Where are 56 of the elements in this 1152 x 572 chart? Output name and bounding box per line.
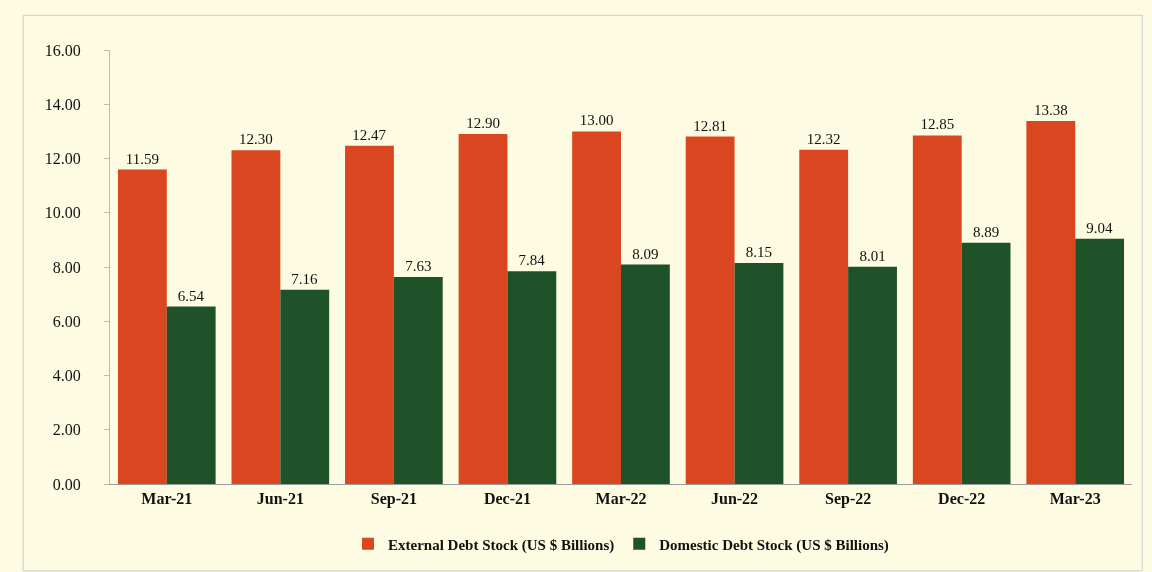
data-label: 8.89 <box>972 223 1000 240</box>
bar <box>572 131 621 484</box>
data-label: 9.04 <box>1086 219 1114 236</box>
data-label: 13.38 <box>1033 102 1068 119</box>
data-label: 13.00 <box>579 112 614 129</box>
data-label: 8.15 <box>745 243 773 260</box>
legend-label: Domestic Debt Stock (US $ Billions) <box>659 536 889 554</box>
y-tick-label: 14.00 <box>44 95 81 113</box>
x-tick-label: Jun-21 <box>256 490 304 508</box>
bar <box>507 271 557 484</box>
x-tick-label: Sep-22 <box>824 490 872 509</box>
y-tick-label: 10.00 <box>44 204 81 222</box>
data-label: 12.85 <box>920 116 955 133</box>
data-label: 8.09 <box>632 245 659 262</box>
x-tick-label: Dec-22 <box>938 490 986 508</box>
y-tick-label: 6.00 <box>52 312 81 330</box>
bar <box>621 264 670 484</box>
x-tick-label: Mar-22 <box>595 490 647 508</box>
x-tick-label: Sep-21 <box>370 490 418 509</box>
data-label: 12.81 <box>693 117 728 134</box>
bar <box>117 169 167 484</box>
data-label: 7.16 <box>291 270 319 287</box>
data-label: 6.54 <box>177 287 205 304</box>
x-tick-label: Dec-21 <box>483 490 531 508</box>
data-label: 7.63 <box>405 258 432 275</box>
bar <box>1075 238 1125 484</box>
bar <box>685 136 735 484</box>
x-tick-label: Mar-23 <box>1049 490 1101 508</box>
x-tick-label: Jun-22 <box>711 490 759 508</box>
data-label: 8.01 <box>859 247 886 264</box>
y-tick-label: 2.00 <box>52 421 81 439</box>
bar <box>280 289 330 484</box>
y-tick-label: 16.00 <box>44 41 81 59</box>
x-tick-label: Mar-21 <box>141 490 193 508</box>
data-label: 12.47 <box>352 126 387 143</box>
bar <box>1026 121 1076 484</box>
legend-label: External Debt Stock (US $ Billions) <box>388 536 615 554</box>
bar <box>345 145 394 484</box>
bar <box>393 277 443 484</box>
data-label: 11.59 <box>125 150 159 167</box>
y-tick-label: 4.00 <box>52 367 81 385</box>
bar <box>734 262 784 484</box>
data-label: 12.32 <box>806 130 841 147</box>
data-label: 12.30 <box>239 131 273 148</box>
bar <box>799 149 849 484</box>
bar <box>848 266 897 484</box>
bar <box>961 242 1011 484</box>
data-label: 12.90 <box>466 115 500 132</box>
y-tick-label: 12.00 <box>44 150 81 168</box>
bar <box>912 135 962 484</box>
data-label: 7.84 <box>518 252 546 269</box>
y-tick-label: 0.00 <box>52 475 81 493</box>
y-tick-label: 8.00 <box>52 258 81 276</box>
bar <box>458 134 508 484</box>
bar <box>231 150 281 484</box>
bar <box>166 306 216 484</box>
